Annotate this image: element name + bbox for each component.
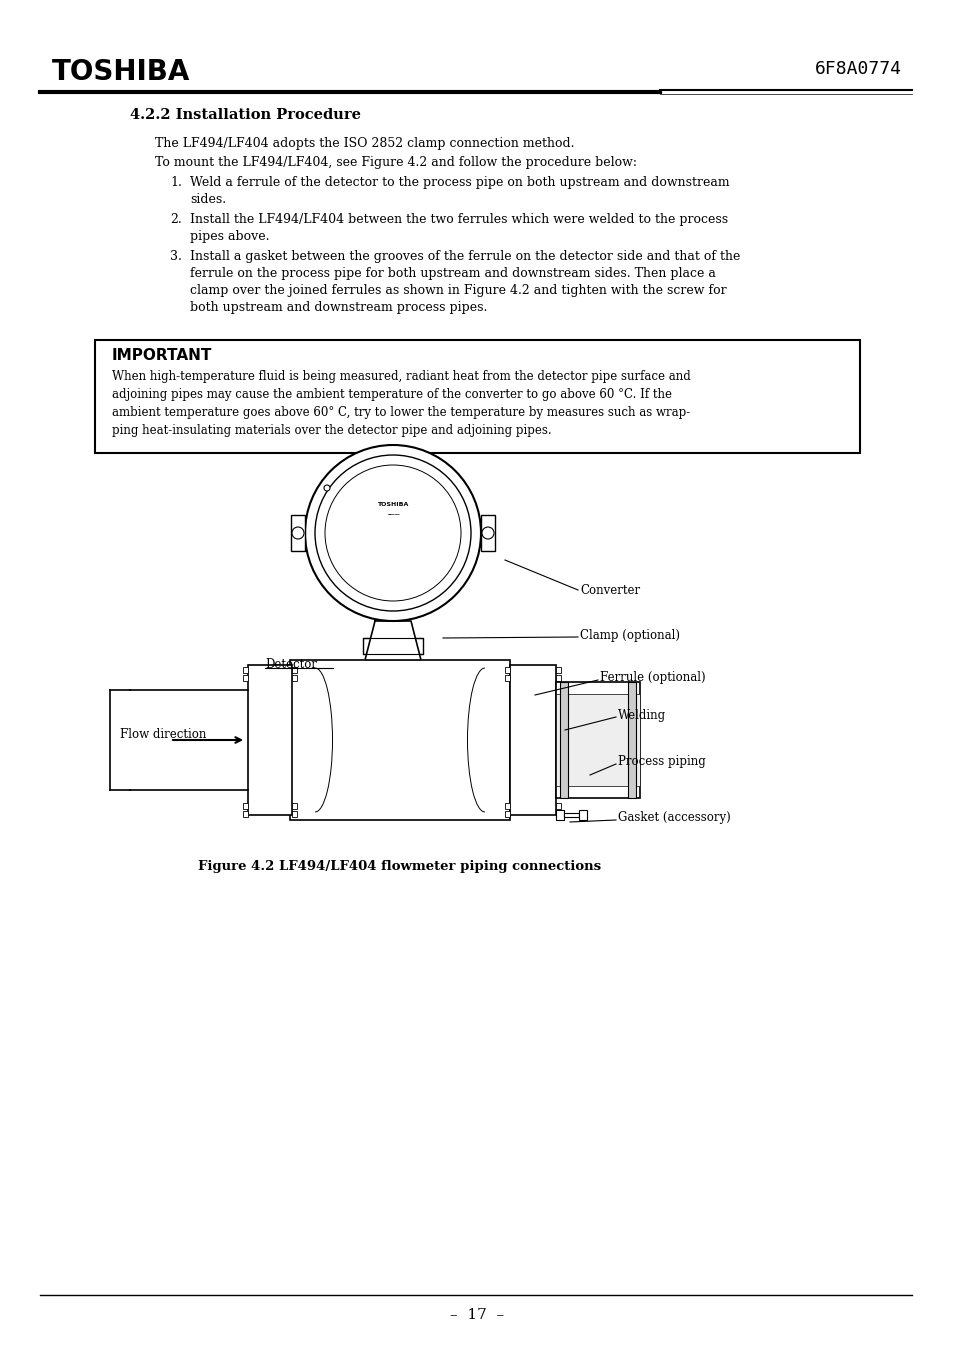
Text: Flow direction: Flow direction [120,728,206,742]
Text: Detector: Detector [265,658,316,671]
Bar [504,676,510,681]
Text: To mount the LF494/LF404, see Figure 4.2 and follow the procedure below:: To mount the LF494/LF404, see Figure 4.2… [154,155,637,169]
Bar [371,544,415,559]
Bar [504,802,510,809]
Bar [563,813,578,817]
Bar [578,811,586,820]
Bar [627,682,636,798]
Bar [413,638,422,654]
Bar [385,547,393,557]
Bar [405,547,413,557]
Text: ambient temperature goes above 60° C, try to lower the temperature by measures s: ambient temperature goes above 60° C, tr… [112,407,690,419]
Text: Ferrule (optional): Ferrule (optional) [599,671,705,685]
Bar [363,638,373,654]
Bar [556,802,560,809]
Text: Process piping: Process piping [618,755,705,769]
Bar [248,665,292,815]
Text: IMPORTANT: IMPORTANT [112,349,213,363]
Text: 1.: 1. [170,176,182,189]
Circle shape [292,527,304,539]
Circle shape [305,444,480,621]
Text: Install a gasket between the grooves of the ferrule on the detector side and tha: Install a gasket between the grooves of … [190,250,740,313]
Bar [243,811,248,817]
Circle shape [324,485,330,490]
Bar [375,547,382,557]
Bar [504,667,510,673]
Text: Converter: Converter [579,584,639,597]
Bar [510,665,556,815]
Text: TOSHIBA: TOSHIBA [52,58,191,86]
Bar [292,667,296,673]
Text: –  17  –: – 17 – [450,1308,503,1323]
Text: 2.: 2. [170,213,182,226]
Text: TOSHIBA: TOSHIBA [377,503,408,508]
Text: Figure 4.2 LF494/LF404 flowmeter piping connections: Figure 4.2 LF494/LF404 flowmeter piping … [198,861,601,873]
Text: 6F8A0774: 6F8A0774 [814,59,901,78]
Text: Gasket (accessory): Gasket (accessory) [618,812,730,824]
Text: ─────: ───── [386,513,399,517]
Bar [504,811,510,817]
Bar [556,811,560,817]
Circle shape [325,465,460,601]
Text: Welding: Welding [618,708,665,721]
Bar [290,661,510,820]
Text: Install the LF494/LF404 between the two ferrules which were welded to the proces: Install the LF494/LF404 between the two … [190,213,727,243]
Bar [385,640,400,653]
Bar [292,811,296,817]
Bar [243,667,248,673]
Bar [556,811,563,820]
Bar [243,802,248,809]
Polygon shape [365,621,420,661]
Text: adjoining pipes may cause the ambient temperature of the converter to go above 6: adjoining pipes may cause the ambient te… [112,388,671,401]
Bar [360,521,424,539]
Bar [480,515,495,551]
Bar [95,340,859,453]
Bar [292,676,296,681]
Text: Clamp (optional): Clamp (optional) [579,628,679,642]
Text: ping heat-insulating materials over the detector pipe and adjoining pipes.: ping heat-insulating materials over the … [112,424,551,436]
Bar [556,667,560,673]
Text: When high-temperature fluid is being measured, radiant heat from the detector pi: When high-temperature fluid is being mea… [112,370,690,382]
Bar [556,682,639,798]
Bar [292,802,296,809]
Bar [559,682,567,798]
Circle shape [481,527,494,539]
Text: The LF494/LF404 adopts the ISO 2852 clamp connection method.: The LF494/LF404 adopts the ISO 2852 clam… [154,136,574,150]
Text: 3.: 3. [170,250,182,263]
Text: 4.2.2 Installation Procedure: 4.2.2 Installation Procedure [130,108,360,122]
Bar [291,515,305,551]
Bar [243,676,248,681]
Text: Weld a ferrule of the detector to the process pipe on both upstream and downstre: Weld a ferrule of the detector to the pr… [190,176,729,205]
Bar [556,676,560,681]
Bar [395,547,402,557]
Circle shape [314,455,471,611]
Bar [556,694,639,786]
